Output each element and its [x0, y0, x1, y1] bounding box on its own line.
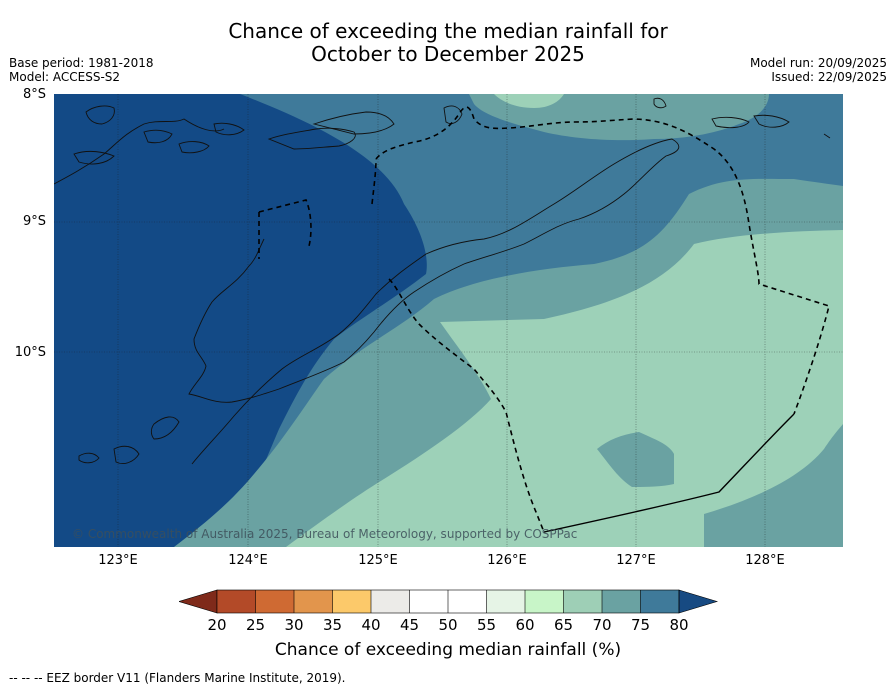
- colorbar-over-arrow: [678, 589, 719, 614]
- colorbar-bin-30-35: [294, 590, 333, 613]
- colorbar-tick-70: 70: [592, 616, 612, 634]
- lon-label-126e: 126°E: [487, 553, 527, 568]
- eez-line-central: [388, 278, 545, 533]
- eez-borders: [258, 106, 830, 533]
- colorbar-bin-70-75: [602, 590, 641, 613]
- colorbar: [177, 589, 719, 619]
- issued-date: Issued: 22/09/2025: [771, 70, 887, 84]
- island-4: [213, 122, 245, 136]
- gridlines: [54, 94, 843, 547]
- colorbar-bin-50-55: [448, 590, 487, 613]
- rainfall-map: [54, 94, 843, 547]
- colorbar-bin-40-45: [371, 590, 410, 613]
- map-svg: [54, 94, 843, 547]
- rote-coast: [150, 416, 180, 440]
- island-e2: [711, 116, 750, 129]
- colorbar-bin-25-30: [255, 590, 294, 613]
- coastlines: [54, 97, 831, 465]
- lat-label-9s: 9°S: [22, 214, 46, 229]
- island-3: [178, 141, 210, 154]
- chart-title: Chance of exceeding the median rainfall …: [0, 20, 896, 66]
- colorbar-bin-45-50: [409, 590, 448, 613]
- copyright-notice: © Commonwealth of Australia 2025, Bureau…: [72, 527, 578, 541]
- colorbar-tick-75: 75: [630, 616, 651, 634]
- eez-line-upper: [371, 158, 377, 205]
- zone-70-75-se: [704, 424, 843, 547]
- island-5: [73, 150, 115, 165]
- island-2: [143, 129, 173, 144]
- colorbar-dividers: [216, 589, 680, 614]
- colorbar-tick-25: 25: [245, 616, 266, 634]
- island-sw: [113, 445, 140, 465]
- zone-65-70: [286, 230, 843, 547]
- island-e4: [823, 133, 831, 139]
- colorbar-title: Chance of exceeding median rainfall (%): [274, 640, 622, 660]
- model-name: Model: ACCESS-S2: [9, 70, 121, 84]
- lon-label-127e: 127°E: [616, 553, 656, 568]
- model-run: Model run: 20/09/2025: [749, 56, 887, 70]
- colorbar-under-arrow: [177, 589, 218, 614]
- lon-label-123e: 123°E: [98, 553, 138, 568]
- zone-70-75-mid: [597, 432, 674, 487]
- zone-65-70-top: [494, 94, 564, 108]
- title-line-2: October to December 2025: [311, 42, 585, 66]
- title-line-1: Chance of exceeding the median rainfall …: [228, 19, 668, 43]
- colorbar-tick-60: 60: [515, 616, 535, 634]
- colorbar-bin-75-80: [640, 590, 679, 613]
- colorbar-tick-65: 65: [553, 616, 574, 634]
- wetar-coast: [312, 111, 395, 135]
- island-e1: [653, 97, 667, 109]
- colorbar-bin-20-25: [217, 590, 256, 613]
- timor-coast: [188, 138, 680, 465]
- meta-right: Model run: 20/09/2025 Issued: 22/09/2025: [750, 56, 887, 84]
- colorbar-tick-55: 55: [476, 616, 497, 634]
- colorbar-tick-20: 20: [207, 616, 227, 634]
- colorbar-bin-60-65: [525, 590, 564, 613]
- meta-left: Base period: 1981-2018 Model: ACCESS-S2: [9, 56, 154, 84]
- eez-line-west: [258, 199, 312, 247]
- lon-label-124e: 124°E: [228, 553, 268, 568]
- colorbar-tick-40: 40: [361, 616, 381, 634]
- sawu-coast: [78, 452, 100, 464]
- lat-label-8s: 8°S: [22, 87, 46, 102]
- colorbar-tick-30: 30: [284, 616, 304, 634]
- colorbar-tick-45: 45: [399, 616, 420, 634]
- lon-label-125e: 125°E: [358, 553, 398, 568]
- colorbar-bin-55-60: [486, 590, 525, 613]
- lon-label-128e: 128°E: [745, 553, 785, 568]
- alor-coast: [267, 127, 356, 150]
- solid-boundary: [543, 413, 795, 533]
- colorbar-svg: [177, 589, 719, 614]
- colorbar-tick-35: 35: [322, 616, 343, 634]
- colorbar-tick-50: 50: [438, 616, 458, 634]
- lat-label-10s: 10°S: [14, 345, 46, 360]
- zone-over-80: [54, 94, 427, 547]
- colorbar-bin-35-40: [332, 590, 371, 613]
- island-1: [85, 105, 115, 125]
- colorbar-bin-65-70: [563, 590, 602, 613]
- flores-coast: [54, 118, 225, 185]
- base-period: Base period: 1981-2018: [9, 56, 154, 70]
- eez-footnote: -- -- -- EEZ border V11 (Flanders Marine…: [9, 671, 346, 685]
- colorbar-tick-80: 80: [669, 616, 689, 634]
- atauro-coast: [443, 105, 463, 125]
- island-e3: [753, 114, 790, 128]
- eez-line-north: [375, 106, 830, 415]
